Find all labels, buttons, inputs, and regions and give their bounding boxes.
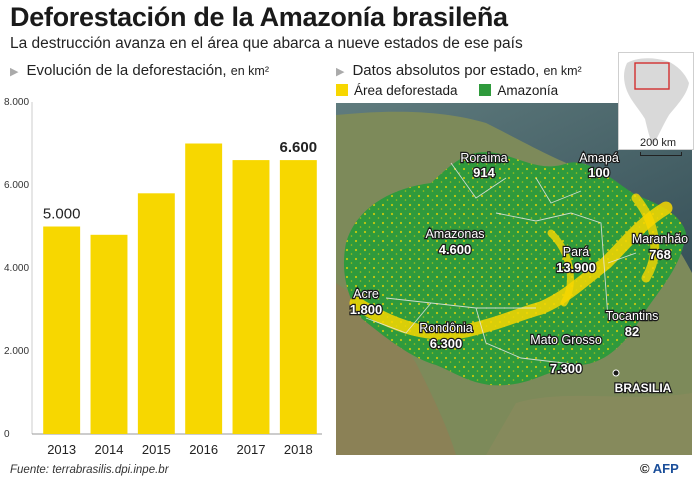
page-subtitle: La destrucción avanza en el área que aba… [10, 35, 523, 52]
ocean-area [336, 103, 692, 273]
locator-inset-map [618, 52, 694, 150]
city-label-brasilia: BRASILIA [615, 381, 672, 395]
map-section-header: ▶ Datos absolutos por estado, en km² [336, 62, 582, 79]
state-value-acre: 1.800 [350, 302, 383, 317]
amazon-map: Roraima 914 Amapá 100 Amazonas 4.600 Par… [336, 103, 692, 455]
map-section-label: Datos absolutos por estado, [352, 62, 540, 79]
state-label-roraima: Roraima [460, 151, 507, 165]
state-label-rondonia: Rondônia [419, 321, 473, 335]
copyright-symbol: © [640, 461, 650, 476]
andes-terrain [336, 283, 456, 455]
x-tick-label: 2013 [47, 442, 76, 457]
source-note: Fuente: terrabrasilis.dpi.inpe.br [10, 464, 169, 476]
data-label-2013: 5.000 [43, 206, 81, 223]
data-label-2018: 6.600 [280, 139, 318, 156]
legend-swatch-yellow [336, 84, 348, 96]
south-america-icon [624, 58, 689, 145]
deforestation-stripe-east [631, 193, 660, 283]
state-label-amapa: Amapá [579, 151, 619, 165]
state-value-roraima: 914 [473, 165, 495, 180]
chart-section-label: Evolución de la deforestación, [26, 62, 227, 79]
chart-section-unit: en km² [230, 64, 269, 78]
triangle-bullet-icon: ▶ [10, 66, 19, 78]
afp-logo: AFP [652, 461, 679, 476]
x-tick-label: 2017 [237, 442, 266, 457]
deforestation-stripe [547, 229, 574, 307]
map-graphic: Roraima 914 Amapá 100 Amazonas 4.600 Par… [336, 103, 692, 455]
bar-2017 [232, 160, 270, 434]
scale-label: 200 km [640, 137, 677, 149]
state-label-amazonas: Amazonas [425, 227, 484, 241]
brasilia-marker-icon [612, 369, 620, 377]
chart-section-header: ▶ Evolución de la deforestación, en km² [10, 62, 269, 79]
state-value-amapa: 100 [588, 165, 610, 180]
legend-item-deforested: Área deforestada [336, 83, 461, 98]
state-value-para: 13.900 [556, 260, 596, 275]
state-value-maranhao: 768 [649, 247, 671, 262]
scale-bar [640, 152, 682, 156]
y-tick-label: 8.000 [4, 97, 29, 108]
state-value-amazonas: 4.600 [439, 242, 472, 257]
state-value-tocantins: 82 [625, 324, 639, 339]
x-tick-label: 2018 [284, 442, 313, 457]
state-value-rondonia: 6.300 [430, 336, 463, 351]
x-tick-label: 2016 [189, 442, 218, 457]
state-label-tocantins: Tocantins [606, 309, 659, 323]
x-tick-label: 2015 [142, 442, 171, 457]
triangle-bullet-icon: ▶ [336, 66, 345, 78]
page-title: Deforestación de la Amazonía brasileña [10, 2, 508, 32]
deforestation-bar-chart: 0 2.000 4.000 6.000 8.000 2013 5.000 2014 2015 20… [4, 97, 322, 457]
legend-swatch-green [479, 84, 492, 96]
y-tick-label: 2.000 [4, 346, 29, 357]
y-tick-label: 0 [4, 429, 10, 440]
map-legend: Área deforestada Amazonía [336, 83, 558, 98]
south-terrain [486, 393, 692, 455]
bar-2015 [137, 193, 175, 434]
deforestation-arc [349, 201, 673, 340]
y-tick-label: 4.000 [4, 263, 29, 274]
credit-logo: © AFP [640, 461, 679, 476]
x-tick-label: 2014 [95, 442, 124, 457]
legend-item-amazon: Amazonía [479, 83, 558, 98]
map-section-unit: en km² [543, 64, 582, 78]
bar-2018 [279, 160, 317, 434]
state-value-mato-grosso: 7.300 [550, 361, 583, 376]
state-label-acre: Acre [353, 287, 379, 301]
state-label-mato-grosso: Mato Grosso [530, 333, 602, 347]
bar-2013 [43, 226, 81, 434]
bar-2016 [185, 143, 223, 434]
state-borders [365, 162, 637, 366]
state-labels: Roraima 914 Amapá 100 Amazonas 4.600 Par… [349, 150, 690, 377]
y-tick-label: 6.000 [4, 180, 29, 191]
state-label-maranhao: Maranhão [632, 232, 688, 246]
state-label-para: Pará [563, 245, 589, 259]
bar-2014 [90, 234, 128, 434]
